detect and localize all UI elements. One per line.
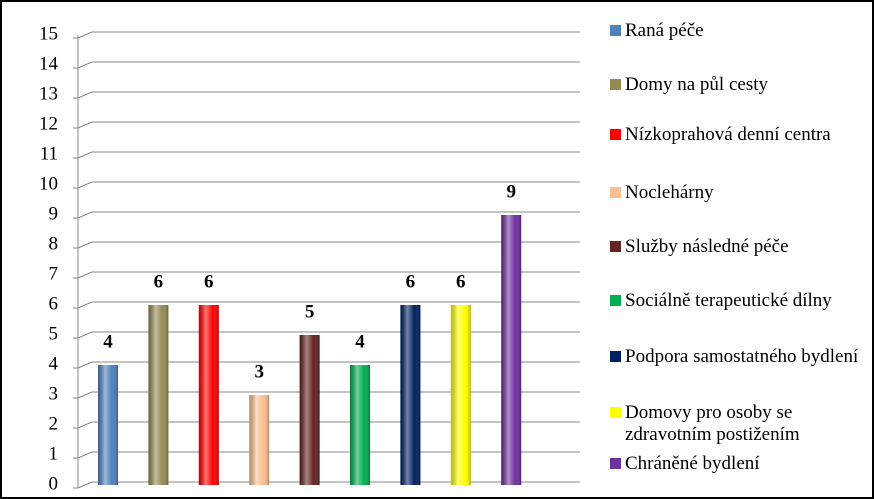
legend-entry: Služby následné péče [610, 236, 865, 258]
data-label: 5 [305, 301, 315, 322]
legend-entry: Podpora samostatného bydlení [610, 346, 865, 368]
y-tick-label: 8 [49, 233, 59, 254]
legend-label: Raná péče [625, 20, 704, 41]
y-tick-label: 4 [49, 353, 59, 374]
data-label: 6 [154, 271, 164, 292]
legend-label: Nízkoprahová denní centra [625, 124, 831, 145]
legend-swatch [610, 407, 621, 418]
legend-swatch [610, 351, 621, 362]
grid-line [77, 181, 93, 189]
grid-line [77, 31, 93, 39]
data-label: 3 [254, 361, 264, 382]
legend-swatch [610, 295, 621, 306]
bar-shine [249, 395, 270, 485]
y-tick-label: 10 [39, 173, 58, 194]
grid-line [77, 211, 93, 219]
grid-line [77, 91, 93, 99]
legend-swatch [610, 241, 621, 252]
y-tick-label: 15 [39, 23, 58, 44]
bar-shine [198, 305, 219, 485]
grid-line [77, 421, 93, 429]
bar-shine [450, 305, 471, 485]
grid-line [77, 241, 93, 249]
y-tick-label: 0 [49, 473, 59, 494]
data-label: 4 [103, 331, 113, 352]
bar-shine [400, 305, 421, 485]
legend-entry: Nízkoprahová denní centra [610, 124, 865, 146]
grid-line [77, 121, 93, 129]
y-tick-label: 11 [40, 143, 58, 164]
bar-shine [501, 215, 522, 485]
grid-line [77, 481, 93, 489]
data-label: 9 [506, 181, 516, 202]
legend-entry: Chráněné bydlení [610, 453, 865, 475]
y-tick-label: 13 [39, 83, 58, 104]
grid-line [77, 451, 93, 459]
y-tick-label: 2 [49, 413, 59, 434]
bar-shine [148, 305, 169, 485]
bar-shine [98, 365, 118, 485]
bar-shine [299, 335, 320, 485]
y-tick-label: 14 [39, 53, 59, 74]
y-tick-label: 1 [49, 443, 59, 464]
legend-label: Domovy pro osoby se zdravotním postižení… [625, 402, 800, 445]
legend-label: Podpora samostatného bydlení [625, 346, 859, 367]
grid-line [77, 151, 93, 159]
data-label: 6 [204, 271, 214, 292]
legend-entry: Raná péče [610, 20, 865, 42]
y-tick-label: 6 [49, 293, 59, 314]
legend-entry: Domovy pro osoby se zdravotním postižení… [610, 402, 865, 446]
y-tick-label: 5 [49, 323, 59, 344]
legend-label: Sociálně terapeutické dílny [625, 290, 832, 311]
grid-line [77, 391, 93, 399]
grid-line [77, 61, 93, 69]
y-tick-label: 9 [49, 203, 59, 224]
legend-label: Domy na půl cesty [625, 74, 769, 95]
legend-swatch [610, 187, 621, 198]
grid-line [77, 331, 93, 339]
grid-line [77, 271, 93, 279]
legend-label: Chráněné bydlení [625, 453, 760, 474]
grid-line [77, 361, 93, 369]
grid-line [77, 301, 93, 309]
legend-swatch [610, 458, 621, 469]
y-tick-label: 7 [49, 263, 59, 284]
legend-label: Noclehárny [625, 182, 714, 203]
y-tick-label: 3 [49, 383, 59, 404]
legend-swatch [610, 79, 621, 90]
data-label: 6 [456, 271, 466, 292]
legend-label: Služby následné péče [625, 236, 789, 257]
legend-entry: Noclehárny [610, 182, 865, 204]
y-tick-label: 12 [39, 113, 58, 134]
data-label: 4 [355, 331, 365, 352]
legend-swatch [610, 129, 621, 140]
legend-entry: Sociálně terapeutické dílny [610, 290, 865, 312]
data-label: 6 [406, 271, 416, 292]
legend-swatch [610, 25, 621, 36]
legend-entry: Domy na půl cesty [610, 74, 865, 96]
bar-shine [350, 365, 370, 485]
